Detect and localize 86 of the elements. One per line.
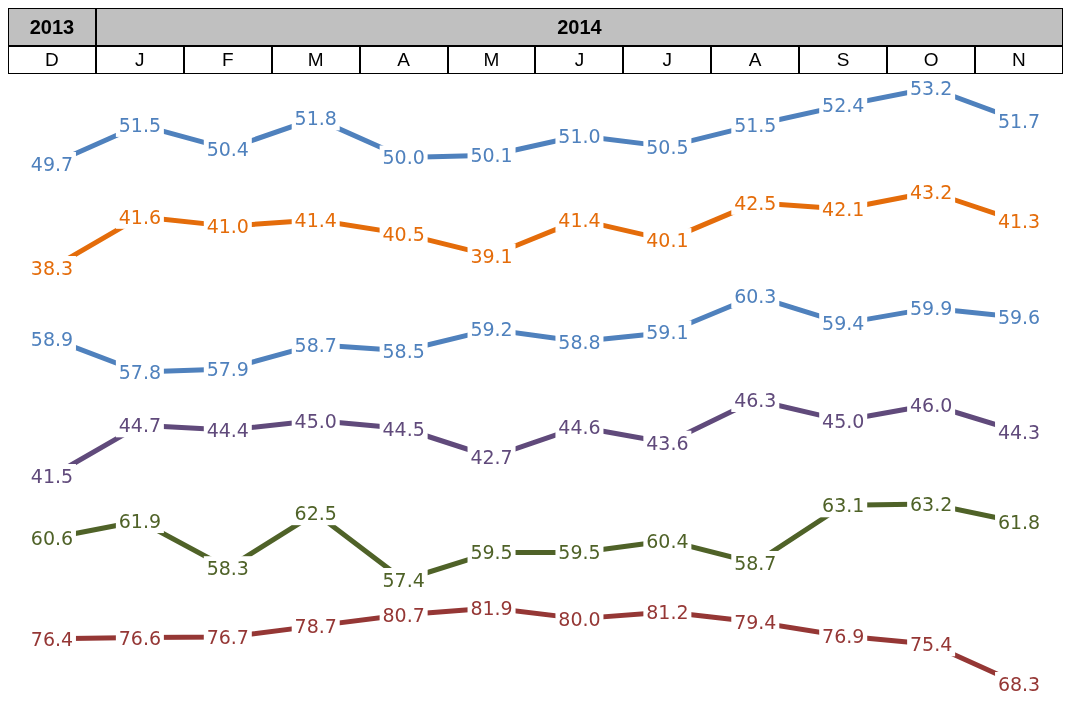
data-label: 41.5 — [30, 465, 74, 487]
data-label: 58.3 — [206, 557, 249, 580]
data-label: 76.4 — [30, 627, 74, 650]
data-label: 49.7 — [30, 153, 74, 175]
data-label: 58.8 — [558, 330, 601, 353]
data-label: 45.0 — [822, 409, 865, 432]
data-label: 59.2 — [470, 318, 513, 341]
data-label: 51.0 — [558, 124, 601, 147]
data-label: 80.7 — [382, 603, 425, 626]
x-tick-label: J — [535, 46, 624, 74]
x-tick-label: J — [623, 46, 712, 74]
x-tick-label: M — [447, 46, 536, 74]
data-label: 57.8 — [118, 361, 162, 383]
data-label: 63.2 — [909, 493, 953, 515]
data-label: 58.7 — [734, 551, 777, 574]
data-label: 57.4 — [382, 569, 425, 591]
data-label: 68.3 — [997, 673, 1041, 695]
data-label: 81.9 — [470, 597, 513, 619]
data-label: 62.5 — [294, 502, 337, 525]
data-label: 41.4 — [558, 208, 601, 231]
data-label: 41.3 — [997, 210, 1041, 233]
data-label: 43.2 — [909, 181, 953, 203]
data-label: 50.1 — [470, 144, 513, 167]
x-tick-label: A — [359, 46, 448, 74]
data-label: 43.6 — [646, 431, 689, 454]
x-tick-label: O — [887, 46, 975, 74]
x-tick-label: F — [183, 46, 272, 74]
data-label: 44.4 — [206, 419, 249, 442]
x-tick-label: S — [799, 46, 888, 74]
data-label: 81.2 — [646, 600, 689, 623]
data-label: 59.5 — [558, 541, 601, 564]
data-label: 41.0 — [206, 215, 249, 238]
x-tick-label: A — [711, 46, 800, 74]
data-label: 60.6 — [30, 527, 74, 550]
data-label: 42.7 — [470, 446, 513, 468]
x-tick-label: N — [974, 46, 1063, 74]
data-label: 76.6 — [118, 626, 162, 649]
data-label: 51.8 — [294, 107, 337, 130]
data-label: 50.0 — [382, 146, 425, 169]
data-label: 52.4 — [822, 94, 865, 117]
data-label: 40.1 — [646, 229, 689, 252]
data-label: 41.6 — [118, 205, 162, 228]
x-tick-label: M — [271, 46, 360, 74]
data-label: 59.5 — [470, 541, 513, 564]
data-label: 50.5 — [646, 135, 689, 158]
data-label: 51.7 — [997, 109, 1041, 132]
data-label: 60.4 — [646, 529, 689, 552]
data-label: 44.6 — [558, 415, 601, 438]
data-label: 78.7 — [294, 614, 337, 637]
data-label: 80.0 — [558, 607, 601, 630]
data-label: 79.4 — [734, 610, 777, 633]
data-label: 39.1 — [470, 244, 513, 267]
data-label: 51.5 — [734, 113, 777, 136]
x-tick-label: D — [8, 46, 96, 74]
data-label: 46.3 — [734, 389, 777, 411]
data-label: 58.7 — [294, 333, 337, 356]
data-label: 57.9 — [206, 357, 249, 380]
data-label: 45.0 — [294, 409, 337, 432]
data-label: 58.9 — [30, 327, 74, 350]
data-label: 76.9 — [822, 624, 865, 647]
data-label: 46.0 — [909, 393, 953, 416]
data-label: 63.1 — [822, 494, 865, 517]
data-label: 59.6 — [997, 306, 1041, 329]
data-label: 42.5 — [734, 191, 777, 214]
x-tick-label: J — [95, 46, 184, 74]
data-label: 44.7 — [118, 414, 162, 437]
data-label: 44.3 — [997, 420, 1041, 443]
text: 2013 — [8, 8, 96, 46]
data-label: 58.5 — [382, 339, 425, 362]
data-label: 51.5 — [118, 113, 162, 136]
text: 2014 — [95, 8, 1063, 46]
data-label: 53.2 — [909, 77, 953, 99]
data-label: 42.1 — [822, 198, 865, 221]
data-label: 59.4 — [822, 312, 865, 335]
data-label: 40.5 — [382, 222, 425, 245]
data-label: 41.4 — [294, 208, 337, 231]
data-label: 76.7 — [206, 626, 249, 649]
data-label: 38.3 — [30, 257, 74, 279]
data-label: 44.5 — [382, 417, 425, 440]
data-label: 50.4 — [206, 137, 249, 160]
data-label: 60.3 — [734, 285, 777, 307]
data-label: 59.1 — [646, 321, 689, 344]
data-label: 61.9 — [118, 510, 162, 533]
data-label: 75.4 — [909, 633, 953, 656]
data-label: 59.9 — [909, 297, 953, 320]
data-label: 61.8 — [997, 511, 1041, 534]
